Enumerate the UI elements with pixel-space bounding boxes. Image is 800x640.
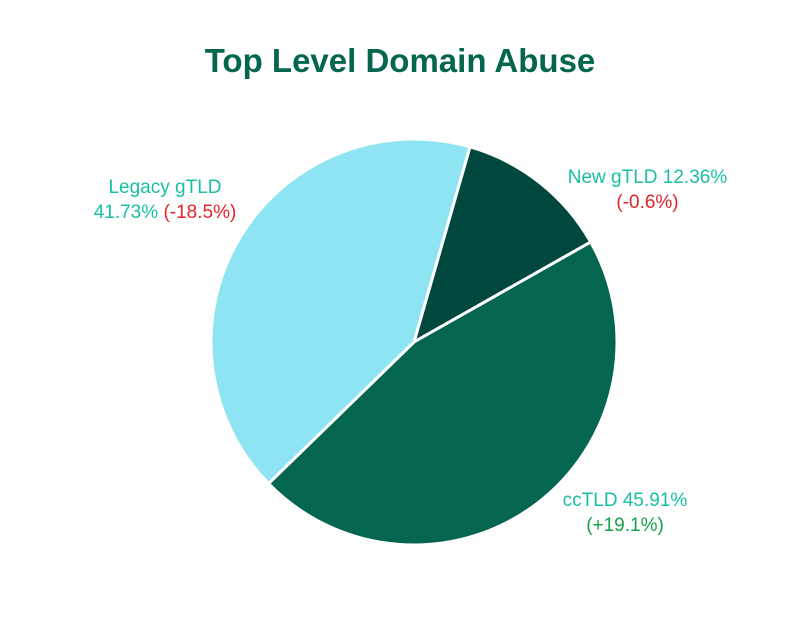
cctld-name: ccTLD: [562, 490, 618, 511]
pie-slice-new: [412, 145, 593, 344]
legacy-gtld-change: (-18.5%): [163, 202, 237, 223]
legacy-gtld-percent: 41.73%: [93, 202, 159, 223]
pie-slice-legacy: [209, 137, 472, 486]
label-legacy-gtld: Legacy gTLD 41.73% (-18.5%): [70, 175, 260, 225]
label-cctld: ccTLD 45.91% (+19.1%): [540, 488, 710, 538]
label-new-gtld: New gTLD 12.36% (-0.6%): [545, 165, 750, 215]
cctld-change: (+19.1%): [586, 515, 664, 536]
legacy-gtld-name: Legacy gTLD: [108, 177, 222, 198]
new-gtld-change: (-0.6%): [616, 192, 679, 213]
new-gtld-percent: 12.36%: [662, 167, 728, 188]
chart-title: Top Level Domain Abuse: [204, 42, 596, 79]
pie-slice-cc: [267, 240, 619, 547]
cctld-percent: 45.91%: [622, 490, 688, 511]
new-gtld-name: New gTLD: [567, 167, 658, 188]
